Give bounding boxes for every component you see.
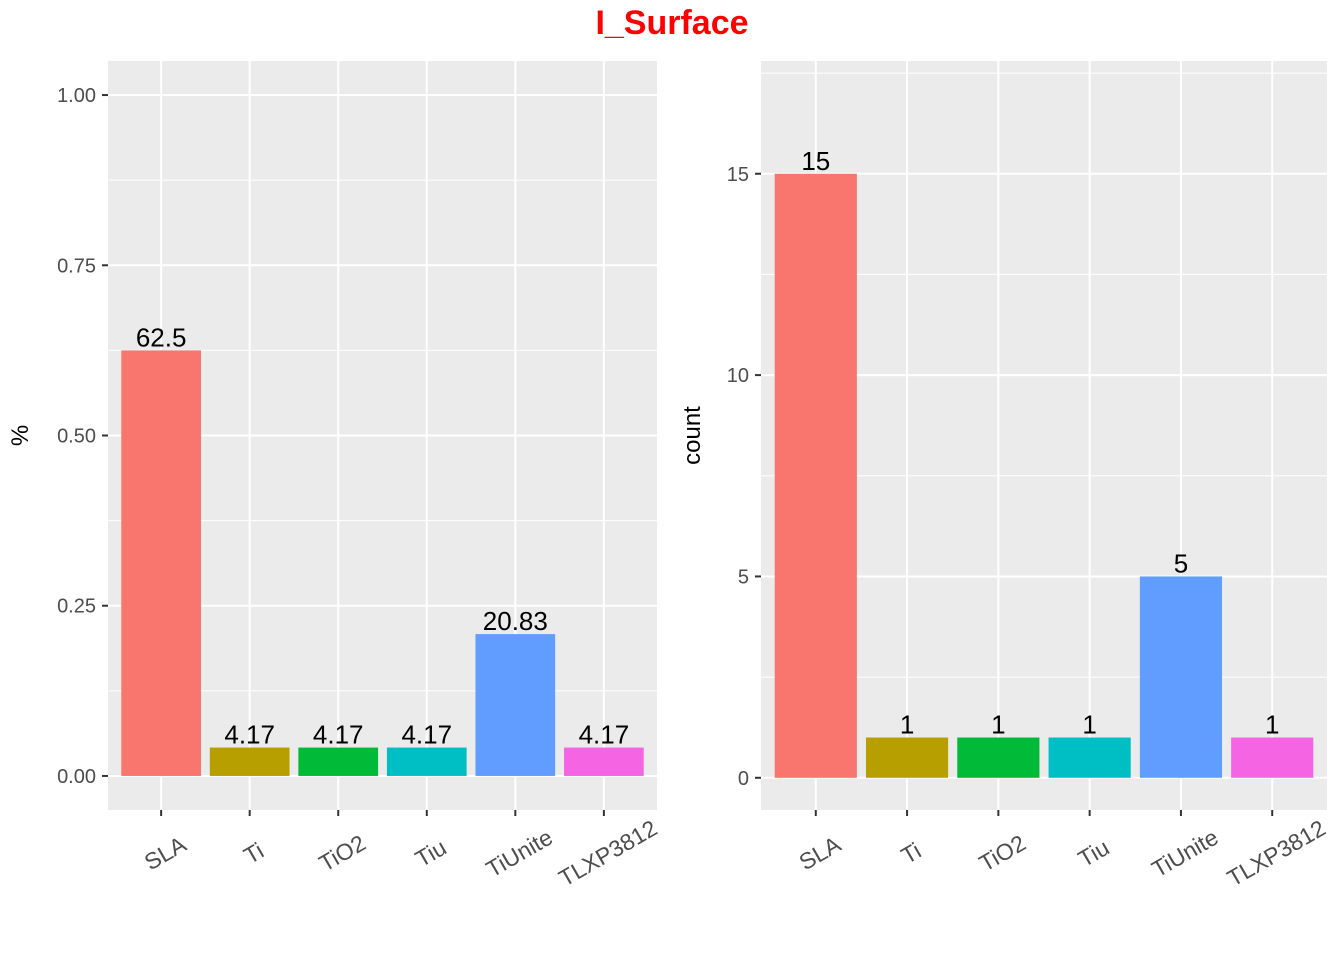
x-tick-label: Tiu: [411, 834, 451, 872]
bar-sla: [121, 350, 201, 776]
y-tick-label: 1.00: [57, 85, 96, 107]
y-tick-label: 15: [727, 164, 749, 186]
x-tick-label: TLXP3812: [1223, 815, 1330, 892]
bar-value-label: 4.17: [401, 720, 452, 750]
bar-tio2: [298, 747, 379, 776]
x-tick-label: SLA: [140, 831, 191, 876]
y-tick-label: 0.50: [57, 426, 96, 448]
bar-tlxp3812: [564, 747, 644, 776]
bar-tiunite: [475, 634, 556, 776]
y-axis-title: count: [679, 406, 706, 465]
x-tick-label: Ti: [239, 837, 268, 869]
chart-panel-1: 0.00 0.25 0.50 0.75 1.00 62.5 4.17 4.17 4.17 20.8…: [7, 61, 661, 892]
bar-tio2: [957, 737, 1040, 778]
bar-ti: [209, 747, 290, 776]
y-tick-label: 0.00: [57, 766, 96, 788]
y-tick-label: 5: [738, 566, 749, 588]
bar-value-label: 20.83: [483, 606, 548, 636]
bar-value-label: 4.17: [579, 720, 630, 750]
x-tick-label: TiO2: [315, 830, 370, 877]
x-tick-label: TiO2: [975, 830, 1030, 877]
x-tick-label: TiUnite: [482, 824, 557, 883]
bar-tiunite: [1139, 576, 1223, 778]
bar-tiu: [1048, 737, 1131, 778]
bar-value-label: 62.5: [136, 322, 187, 352]
bar-tiu: [386, 747, 467, 776]
bar-ti: [865, 737, 949, 778]
y-tick-label: 0.25: [57, 596, 96, 618]
bar-sla: [774, 173, 857, 778]
x-tick-label: TLXP3812: [554, 815, 661, 892]
y-tick-label: 10: [727, 365, 749, 387]
bar-tlxp3812: [1231, 737, 1314, 778]
bar-value-label: 4.17: [224, 720, 275, 750]
bar-value-label: 1: [1082, 710, 1096, 740]
x-tick-label: SLA: [794, 831, 845, 876]
bar-value-label: 1: [1265, 710, 1279, 740]
y-tick-label: 0.75: [57, 255, 96, 277]
bar-value-label: 5: [1174, 548, 1188, 578]
bar-value-label: 1: [900, 710, 914, 740]
y-axis-title: %: [7, 425, 34, 446]
bar-value-label: 15: [801, 146, 830, 176]
bar-value-label: 4.17: [313, 720, 364, 750]
y-tick-label: 0: [738, 768, 749, 790]
figure-title: I_Surface: [595, 4, 749, 42]
bar-value-label: 1: [991, 710, 1005, 740]
x-tick-label: Tiu: [1074, 834, 1114, 872]
x-tick-label: TiUnite: [1147, 824, 1222, 883]
x-tick-label: Ti: [897, 837, 926, 869]
